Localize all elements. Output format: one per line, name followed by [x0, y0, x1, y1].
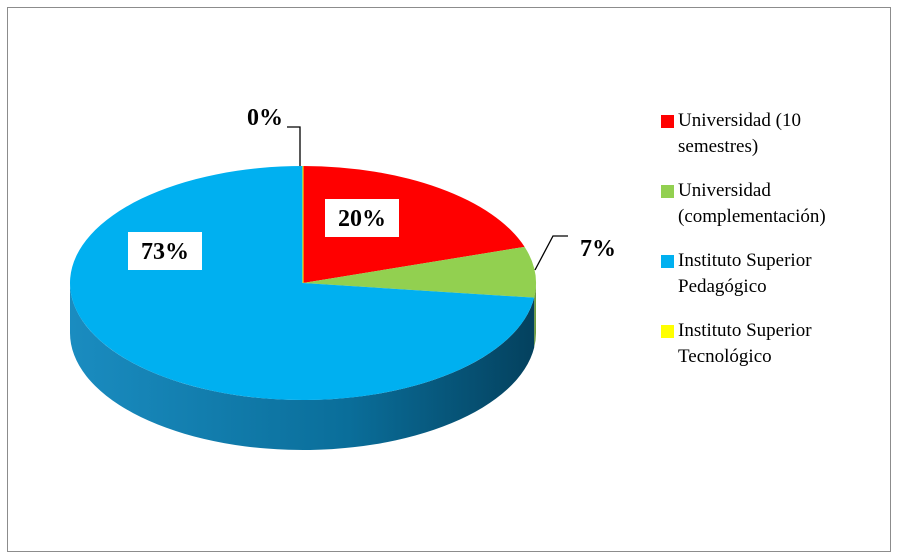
- legend-swatch: [661, 185, 674, 198]
- label-box: [325, 199, 399, 237]
- pie-side: [70, 283, 535, 451]
- pie-side: [534, 283, 536, 348]
- legend-swatch: [661, 255, 674, 268]
- legend-label: Universidad (10 semestres): [678, 110, 801, 157]
- legend-item: Instituto Superior Pedagógico: [661, 248, 888, 300]
- legend: Universidad (10 semestres) Universidad (c…: [661, 108, 893, 388]
- leader-line: [287, 126, 301, 166]
- leader-line: [534, 235, 568, 271]
- legend-label: Instituto Superior Pedagógico: [678, 250, 812, 297]
- legend-label: Instituto Superior Tecnológico: [678, 320, 812, 367]
- pie-slice: [70, 166, 535, 400]
- legend-item: Universidad (complementación): [661, 178, 898, 230]
- data-label: 73%: [141, 239, 189, 265]
- pie-slice: [303, 246, 537, 298]
- legend-item: Instituto Superior Tecnológico: [661, 318, 888, 370]
- legend-swatch: [661, 325, 674, 338]
- data-label: 7%: [580, 236, 616, 262]
- pie-slice: [303, 166, 525, 283]
- label-box: [128, 232, 202, 270]
- data-label: 20%: [338, 206, 386, 232]
- legend-swatch: [661, 115, 674, 128]
- legend-label: Universidad (complementación): [678, 180, 826, 227]
- data-label: 0%: [247, 105, 283, 131]
- legend-item: Universidad (10 semestres): [661, 108, 863, 160]
